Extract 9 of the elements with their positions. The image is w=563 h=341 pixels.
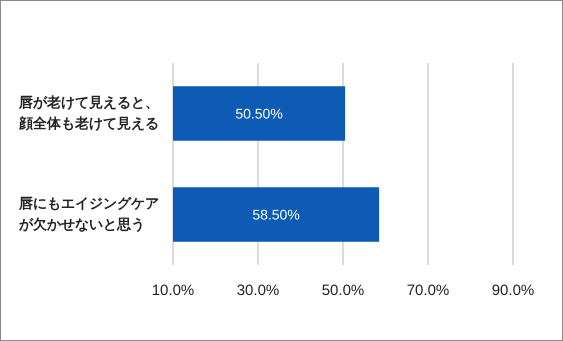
- x-tick-label: 30.0%: [236, 282, 280, 299]
- x-tick-label: 10.0%: [152, 282, 194, 299]
- y-tick-label: 唇が老けて見えると、顔全体も老けて見える: [19, 94, 160, 134]
- x-tick-label: 70.0%: [406, 282, 450, 299]
- x-tick-label: 50.0%: [322, 282, 364, 299]
- data-label: 50.50%: [235, 106, 283, 122]
- x-tick-label: 90.0%: [492, 282, 534, 299]
- data-label: 58.50%: [252, 206, 300, 222]
- y-tick-label: 唇にもエイジングケアが欠かせないと思う: [19, 194, 160, 234]
